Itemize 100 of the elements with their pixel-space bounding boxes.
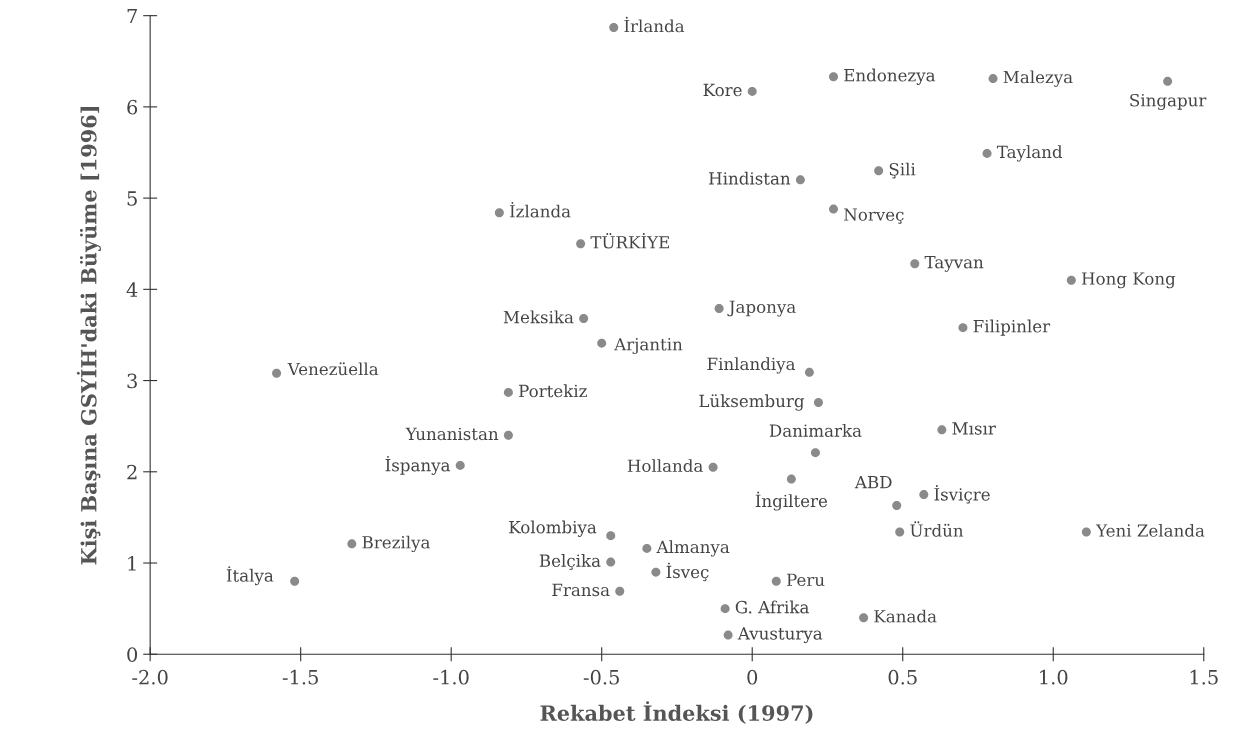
point [829,72,838,82]
x-axis-title: Rekabet İndeksi (1997) [540,701,813,724]
point [988,74,998,84]
series-label: Portekiz [519,384,587,398]
series-label: Endonezya [844,68,936,85]
point [1066,275,1076,285]
series-label: Almanya [656,540,730,557]
point [771,576,781,586]
series-label: İrlanda [624,16,685,33]
point [723,630,733,640]
series-label: ABD [854,476,892,489]
y-axis-title: Kişi Başına GSYİH'daki Büyüme [1996] [76,107,101,565]
point [606,557,616,567]
x-tick-label: 1.5 [1190,669,1218,685]
series-label: Kanada [874,609,937,623]
x-tick-label: 1.0 [1040,669,1068,685]
point [829,204,838,214]
point [958,323,968,333]
point [810,448,820,458]
point [503,430,513,440]
series-label: İspanya [385,455,451,475]
series-label: İzlanda [510,202,571,218]
series-label: İsviçre [934,485,990,504]
point [720,604,730,614]
series-label: İngiltere [755,491,828,511]
series-label: Avusturya [737,627,823,644]
series-label: Filipinler [973,319,1051,336]
series-label: Norveç [844,208,904,224]
series-label: Yunanistan [405,427,499,441]
point [597,338,607,348]
point [272,368,282,378]
point [609,23,619,33]
series-label: Hong Kong [1081,272,1176,289]
point [786,474,796,484]
x-tick-label: 0 [747,669,758,685]
point [714,304,724,313]
point [892,501,902,511]
series-label: Fransa [552,583,610,597]
y-tick-label: 6 [127,99,138,115]
point [804,367,814,377]
series-label: Brezilya [362,535,430,553]
x-tick-label: -1.0 [433,669,469,685]
series-label: Kore [703,83,742,97]
y-tick-label: 7 [127,8,137,24]
series-label: Mısır [952,422,996,435]
point [859,613,869,623]
point [606,531,616,541]
series-label: Kolombiya [509,520,597,537]
series-label: Meksika [503,310,574,324]
point [982,148,992,158]
x-tick-label: -2.0 [132,669,168,685]
point [895,527,905,537]
series-label: Venezüella [287,362,379,376]
point [874,166,884,176]
y-tick-label: 1 [128,555,136,571]
series-label: Finlandiya [707,357,796,374]
point [503,387,513,397]
point [910,259,920,269]
y-tick-label: 2 [127,464,137,480]
point [708,462,718,472]
point [290,576,300,586]
point [813,397,823,407]
point [795,175,805,185]
series-label: Tayvan [924,256,984,272]
series-label: Singapur [1130,93,1207,110]
point [579,314,589,324]
series-label: İtalya [226,566,274,586]
series-label: Ürdün [910,521,964,537]
series-label: Peru [786,573,825,587]
series-label: TÜRKİYE [590,233,669,249]
series-label: Hindistan [709,171,791,185]
point [576,239,586,249]
y-tick-label: 4 [126,282,138,297]
x-tick-label: -1.5 [282,669,318,685]
point [1081,527,1091,537]
x-tick-label: 0.5 [888,669,917,685]
point [1163,76,1173,86]
point [347,539,357,549]
point [494,208,504,218]
series-label: Yeni Zelanda [1095,523,1205,537]
series-label: G. Afrika [735,600,809,614]
series-label: Japonya [727,300,796,317]
point [937,425,947,435]
series-label: Belçika [539,554,601,570]
series-label: Malezya [1003,70,1073,87]
y-tick-label: 5 [127,191,137,206]
series-label: Arjantin [614,338,683,355]
series-label: Danimarka [769,424,862,437]
series-label: Hollanda [627,459,703,473]
point [642,543,652,553]
point [651,567,661,577]
x-tick-label: -0.5 [583,669,619,685]
series-label: Tayland [996,145,1063,162]
y-tick-label: 3 [127,373,137,389]
series-label: İsveç [666,562,709,582]
point [747,86,757,96]
series-label: Şili [889,162,916,179]
point [615,586,625,596]
y-tick-label: 0 [127,647,138,662]
series-label: Lüksemburg [699,394,805,411]
